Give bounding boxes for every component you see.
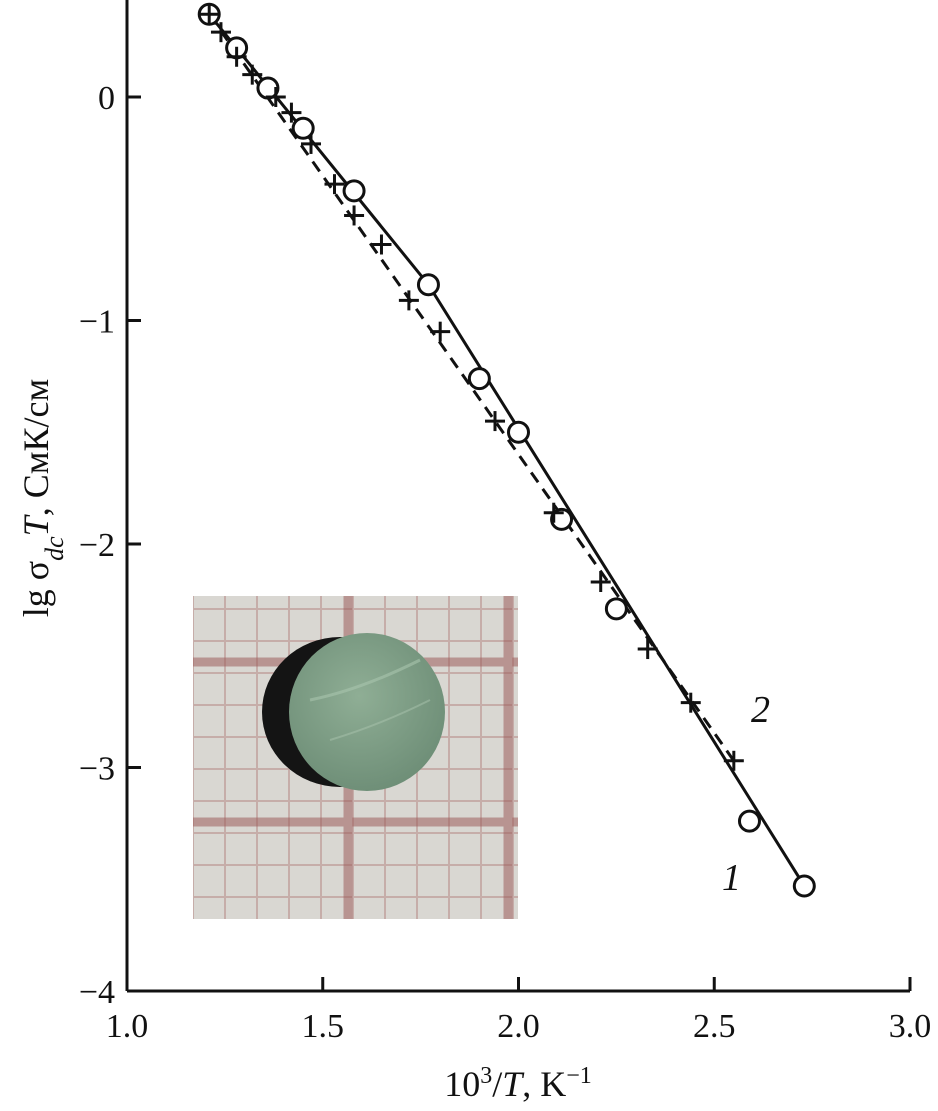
- inset-photo: [193, 596, 518, 919]
- series-label-2: 2: [751, 689, 770, 731]
- x-tick-label: 1.0: [106, 1008, 149, 1045]
- x-tick-label: 2.5: [693, 1008, 736, 1045]
- series-1-point: [550, 507, 574, 531]
- series-1-point: [737, 809, 761, 833]
- series-2-point: [590, 571, 611, 592]
- series-2-point: [242, 64, 263, 85]
- series-1-point: [507, 420, 530, 444]
- series-2-point: [723, 750, 744, 771]
- series-2-point: [344, 205, 365, 226]
- series-1-point: [291, 116, 315, 140]
- x-ticks: 1.0 1.5 2.0 2.5 3.0: [106, 977, 932, 1045]
- series-2-point: [637, 639, 658, 660]
- y-tick-label: −2: [79, 527, 115, 564]
- series-2-point: [226, 46, 247, 67]
- series-1-point: [416, 273, 440, 297]
- x-tick-label: 3.0: [889, 1008, 932, 1045]
- series-2-point: [371, 234, 392, 255]
- series-2-point: [485, 411, 506, 432]
- y-tick-label: −3: [79, 751, 115, 788]
- series-2-line: [207, 13, 736, 762]
- y-tick-label: −4: [79, 974, 115, 1011]
- series-2-point: [210, 22, 231, 43]
- series-2-point: [543, 502, 564, 523]
- series-2-point: [398, 290, 419, 311]
- series-2-point: [199, 4, 220, 25]
- series-2-point: [281, 102, 302, 123]
- y-ticks: 0 −1 −2 −3 −4: [79, 80, 141, 1011]
- y-tick-label: 0: [98, 80, 115, 117]
- y-axis-title: lg σdcT, СмК/см: [16, 379, 69, 618]
- series-2-point: [301, 133, 322, 154]
- x-tick-label: 1.5: [302, 1008, 345, 1045]
- series-2-point: [680, 692, 701, 713]
- series-1-point: [604, 597, 628, 621]
- x-axis-title: 103/T, K−1: [444, 1063, 592, 1104]
- x-tick-label: 2.0: [497, 1008, 540, 1045]
- series-1-point: [792, 874, 816, 898]
- series-1-point: [467, 367, 491, 391]
- series-1-point: [342, 179, 366, 203]
- series-label-1: 1: [722, 857, 741, 899]
- series-2-point: [265, 87, 286, 107]
- y-tick-label: −1: [79, 304, 115, 341]
- series-markers: [197, 2, 816, 898]
- series-2-point: [430, 321, 451, 342]
- series-2-point: [324, 174, 345, 195]
- pellet: [289, 633, 445, 791]
